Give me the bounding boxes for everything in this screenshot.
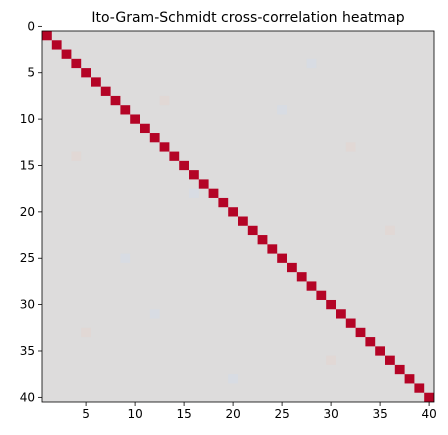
heatmap-cell-diagonal [336,309,346,319]
heatmap-cell [159,95,170,106]
heatmap-cell-diagonal [189,170,199,180]
heatmap-cell-diagonal [394,364,405,375]
heatmap-cell-diagonal [120,105,131,115]
heatmap-cell-diagonal [218,197,229,208]
x-tick-label: 10 [127,407,142,421]
heatmap-cell-diagonal [277,253,287,263]
heatmap-cell-diagonal [61,49,72,59]
heatmap-cell-diagonal [287,262,297,273]
y-tick-label: 40 [20,390,35,404]
plot-frame [41,30,435,403]
heatmap-cell-diagonal [375,346,385,356]
heatmap-cell [277,105,287,115]
heatmap-cell-diagonal [316,290,327,300]
heatmap-cell [228,374,238,384]
y-tick-label: 0 [27,19,35,33]
heatmap-cell-diagonal [306,281,317,291]
heatmap-cell-diagonal [51,40,62,50]
heatmap-cell [81,327,91,338]
chart-title: Ito-Gram-Schmidt cross-correlation heatm… [91,10,404,26]
heatmap-cell [326,355,336,365]
heatmap-cell-diagonal [424,392,434,402]
heatmap-cell-diagonal [404,374,415,384]
heatmap-cell-diagonal [355,327,366,338]
x-tick-label: 40 [421,407,436,421]
x-axis: 5 10 15 20 25 30 35 40 [82,402,437,421]
heatmap-cell-diagonal [91,77,101,87]
heatmap-cell-diagonal [267,244,278,254]
heatmap-cell-diagonal [169,151,180,161]
y-tick-label: 5 [27,66,35,80]
heatmap-cell-diagonal [42,31,52,41]
heatmap-cell-diagonal [71,58,82,69]
heatmap-cell [149,309,160,319]
heatmap-cell-diagonal [238,216,248,226]
heatmap-cell-diagonal [179,160,189,171]
y-tick-label: 15 [20,158,35,172]
heatmap-cell-diagonal [159,142,170,152]
x-tick-label: 5 [82,407,90,421]
heatmap-cell-diagonal [296,272,307,282]
heatmap-cell-diagonal [247,225,258,236]
heatmap-cell [345,142,356,152]
heatmap-cell-diagonal [345,318,356,328]
x-tick-label: 35 [372,407,387,421]
heatmap-cell-diagonal [365,337,376,347]
heatmap-cell-diagonal [81,68,91,78]
heatmap-cell-diagonal [100,86,111,96]
heatmap-cell [385,225,395,236]
x-tick-label: 30 [323,407,338,421]
heatmap-cell [189,188,199,198]
x-tick-label: 20 [225,407,240,421]
plot-area [41,30,435,403]
y-axis: 0 5 10 15 20 25 30 35 40 [20,19,42,404]
heatmap-cell [120,253,131,263]
y-tick-label: 20 [20,205,35,219]
heatmap-cell-diagonal [149,133,160,143]
heatmap-cell-diagonal [140,123,150,134]
heatmap-cell-diagonal [385,355,395,365]
heatmap-cell-diagonal [326,299,336,310]
x-tick-label: 25 [274,407,289,421]
y-tick-label: 25 [20,251,35,265]
x-tick-label: 15 [176,407,191,421]
heatmap-cell-diagonal [208,188,219,198]
y-tick-label: 30 [20,298,35,312]
heatmap-cell-diagonal [110,95,121,106]
y-tick-label: 10 [20,112,35,126]
heatmap-cell-diagonal [130,114,140,124]
y-tick-label: 35 [20,344,35,358]
heatmap-cell-diagonal [257,235,268,245]
heatmap-cell-diagonal [228,207,238,217]
heatmap-cell [71,151,82,161]
heatmap-cell [306,58,317,69]
heatmap-cell-diagonal [198,179,209,189]
heatmap-cell-diagonal [414,383,425,393]
